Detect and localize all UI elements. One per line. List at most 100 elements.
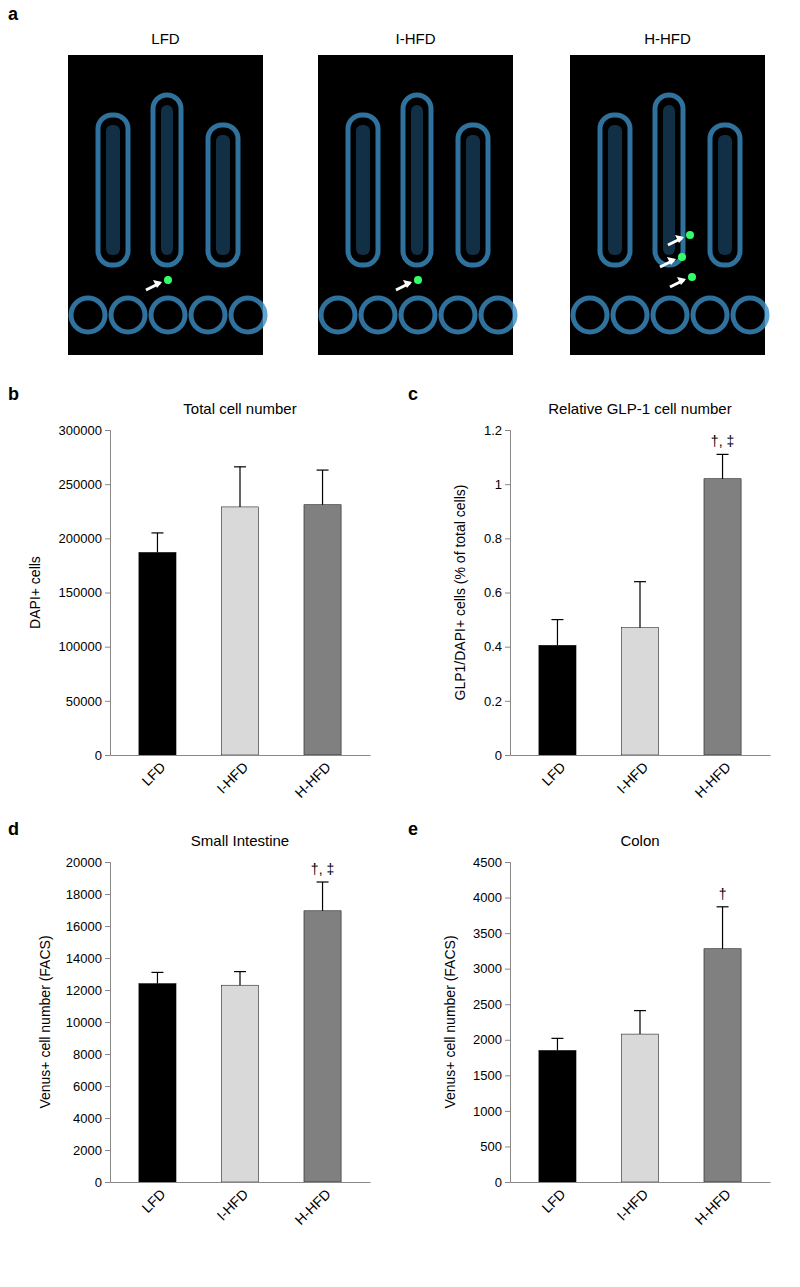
y-tick: 500 [480, 1139, 510, 1154]
error-bar-cap [151, 532, 163, 533]
glp1-cell [678, 253, 686, 261]
image-title: LFD [151, 30, 180, 47]
villus-core [466, 135, 480, 255]
y-axis-line [505, 431, 511, 756]
figure: aLFDI-HFDH-HFDTotal cell number050000100… [0, 0, 800, 1287]
y-axis-line [505, 863, 511, 1183]
crypt [733, 298, 767, 332]
error-bar-stem [639, 1011, 640, 1034]
error-bar [551, 620, 563, 646]
arrow-head [677, 277, 686, 285]
x-tick: LFD [139, 1186, 169, 1216]
villus-core [216, 135, 230, 255]
plot-area [139, 467, 341, 755]
y-tick-label: 18000 [66, 887, 102, 902]
y-tick-mark [505, 593, 510, 594]
crypt [71, 298, 105, 332]
error-bar-cap [551, 1038, 563, 1039]
x-tick-label: H-HFD [292, 1186, 334, 1228]
crypt [231, 298, 265, 332]
y-tick-mark [105, 926, 110, 927]
y-tick: 2000 [473, 1032, 510, 1047]
error-bar-cap [717, 906, 729, 907]
y-tick-label: 4500 [473, 855, 502, 870]
bar [304, 911, 341, 1182]
villus [348, 115, 378, 265]
y-tick-mark [105, 862, 110, 863]
chart: Small Intestine0200040006000800010000120… [37, 832, 371, 1228]
x-tick: H-HFD [292, 759, 334, 801]
y-tick: 20000 [66, 855, 110, 870]
bar [621, 1034, 658, 1182]
significance-marker: †, ‡ [311, 861, 334, 877]
error-bar [234, 467, 246, 507]
y-tick: 8000 [73, 1047, 110, 1062]
y-tick-label: 6000 [73, 1079, 102, 1094]
y-tick-label: 1500 [473, 1068, 502, 1083]
x-tick: I-HFD [213, 1186, 251, 1224]
y-tick-label: 2500 [473, 997, 502, 1012]
x-tick: H-HFD [692, 759, 734, 801]
y-tick-mark [105, 958, 110, 959]
y-tick: 2500 [473, 997, 510, 1012]
y-axis-title: Venus+ cell number (FACS) [442, 935, 458, 1108]
y-tick-label: 4000 [473, 890, 502, 905]
panel-label: b [8, 384, 19, 404]
chart: Total cell number05000010000015000020000… [27, 400, 371, 801]
y-tick: 14000 [66, 951, 110, 966]
y-tick-mark [105, 538, 110, 539]
y-tick-label: 1000 [473, 1104, 502, 1119]
crypt [441, 298, 475, 332]
crypt [191, 298, 225, 332]
y-axis: 00.20.40.60.811.2 [484, 423, 511, 763]
x-tick-label: I-HFD [213, 759, 251, 797]
crypt [401, 298, 435, 332]
y-tick-mark [105, 430, 110, 431]
y-tick-label: 0.6 [484, 585, 502, 600]
y-tick: 150000 [59, 585, 110, 600]
y-tick-label: 2000 [473, 1032, 502, 1047]
y-tick-mark [505, 1004, 510, 1005]
y-tick-mark [505, 862, 510, 863]
chart: Relative GLP-1 cell number00.20.40.60.81… [452, 400, 771, 801]
y-tick-mark [105, 593, 110, 594]
y-axis: 0200040006000800010000120001400016000180… [66, 855, 111, 1190]
x-axis: LFD I-HFD H-HFD [111, 1183, 371, 1228]
x-axis: LFDI-HFDH-HFD [511, 756, 771, 801]
error-bar-cap [317, 469, 329, 470]
error-bar [234, 972, 246, 986]
y-tick-label: 50000 [66, 693, 102, 708]
x-tick-label: I-HFD [613, 1186, 651, 1224]
y-tick-label: 2000 [73, 1143, 102, 1158]
x-tick-label: H-HFD [292, 759, 334, 801]
micrograph [570, 55, 767, 355]
bar [704, 949, 741, 1182]
y-tick-mark [505, 484, 510, 485]
error-bar-cap [717, 454, 729, 455]
y-tick-mark [505, 969, 510, 970]
x-axis-line [111, 755, 371, 756]
error-bar-cap [634, 1010, 646, 1011]
x-tick-label: LFD [539, 1186, 569, 1216]
y-tick-mark [505, 755, 510, 756]
y-tick: 200000 [59, 531, 110, 546]
y-tick-mark [105, 484, 110, 485]
villus-core [718, 135, 732, 255]
y-tick-label: 14000 [66, 951, 102, 966]
panel-label: c [408, 384, 418, 404]
crypt [361, 298, 395, 332]
crypt [653, 298, 687, 332]
error-bar-stem [557, 620, 558, 646]
error-bar-stem [722, 454, 723, 478]
x-axis-line [511, 755, 771, 756]
y-tick-mark [505, 538, 510, 539]
y-tick-label: 250000 [59, 477, 102, 492]
x-tick: I-HFD [613, 1186, 651, 1224]
villus [710, 125, 740, 265]
arrow-head [667, 257, 676, 265]
x-axis: LFDI-HFDH-HFD [511, 1183, 771, 1228]
error-bar [317, 882, 329, 911]
bar [139, 984, 176, 1182]
error-bar-stem [639, 582, 640, 628]
error-bar [151, 533, 163, 553]
